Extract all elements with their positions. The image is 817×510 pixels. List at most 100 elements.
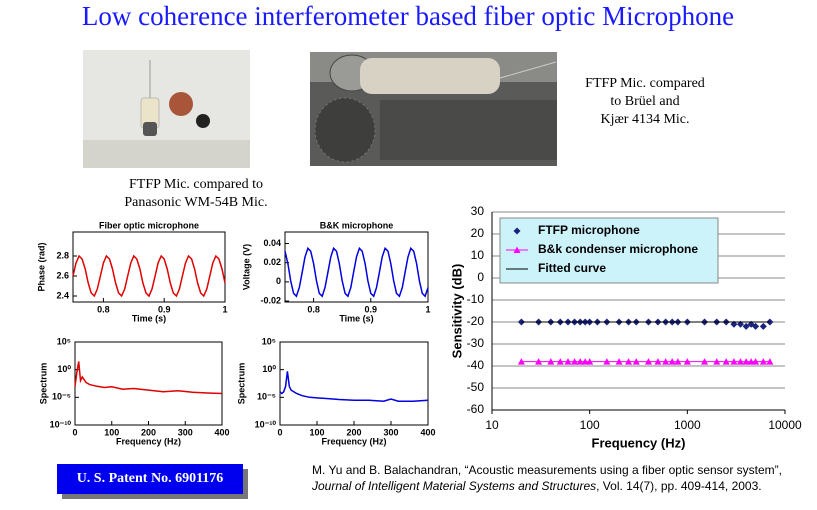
series-line xyxy=(284,246,429,298)
triangle-marker xyxy=(625,358,633,365)
triangle-marker xyxy=(564,358,572,365)
triangle-marker xyxy=(603,358,611,365)
citation-authors: M. Yu and B. Balachandran, “Acoustic mea… xyxy=(312,463,783,477)
legend-label: Fitted curve xyxy=(538,261,606,275)
legend-box xyxy=(499,217,719,284)
y-tick-label: 2.8 xyxy=(56,250,69,260)
caption-line: Panasonic WM-54B Mic. xyxy=(124,195,267,210)
x-tick-label: 100 xyxy=(104,427,119,437)
triangle-marker xyxy=(730,358,738,365)
series-line xyxy=(74,361,223,395)
citation-journal: Journal of Intelligent Material Systems … xyxy=(312,479,597,493)
triangle-marker xyxy=(683,358,691,365)
x-tick-label: 400 xyxy=(420,427,435,437)
x-axis-label: Frequency (Hz) xyxy=(116,436,181,446)
y-axis-label: Phase (rad) xyxy=(36,242,46,291)
x-tick-label: 0 xyxy=(277,427,282,437)
chart: 10⁻¹⁰ 10⁻⁵ 10⁰ 10⁵ 0 100 200 300 400 Frequency (H… xyxy=(236,336,435,446)
triangle-marker xyxy=(581,358,589,365)
triangle-marker xyxy=(654,358,662,365)
y-tick-label: 0 xyxy=(276,276,281,286)
x-tick-label: 100 xyxy=(580,418,600,432)
triangle-marker xyxy=(722,358,730,365)
y-tick-label: 30 xyxy=(471,204,485,218)
y-axis-label: Spectrum xyxy=(236,363,246,405)
y-axis-label: Voltage (V) xyxy=(241,244,251,290)
triangle-marker xyxy=(662,358,670,365)
x-tick-label: 10000 xyxy=(768,418,802,432)
y-tick-label: -30 xyxy=(467,336,485,350)
captions: FTFP Mic. compared to Panasonic WM-54B M… xyxy=(124,76,704,210)
diamond-marker xyxy=(513,227,521,235)
triangle-marker xyxy=(759,358,767,365)
caption-line: to Brüel and xyxy=(610,94,679,109)
triangle-marker xyxy=(586,358,594,365)
citation-details: , Vol. 14(7), pp. 409-414, 2003. xyxy=(596,479,762,493)
y-tick-label: 10⁻¹⁰ xyxy=(255,419,277,429)
x-tick-label: 0.8 xyxy=(97,304,110,314)
triangle-marker xyxy=(742,358,750,365)
legend-label: B&k condenser microphone xyxy=(538,242,698,256)
triangle-marker xyxy=(556,358,564,365)
diamond-marker xyxy=(759,322,767,330)
y-axis-label: Spectrum xyxy=(38,363,48,405)
y-tick-label: -10 xyxy=(467,292,485,306)
x-tick-label: 400 xyxy=(214,427,229,437)
triangle-marker xyxy=(701,358,709,365)
y-tick-label: -60 xyxy=(467,402,485,416)
triangle-marker xyxy=(632,358,640,365)
y-tick-label: 0 xyxy=(477,270,484,284)
triangle-marker xyxy=(644,358,652,365)
y-tick-label: 20 xyxy=(471,226,485,240)
x-tick-label: 0.8 xyxy=(307,304,320,314)
y-tick-label: 10 xyxy=(471,248,485,262)
triangle-marker xyxy=(615,358,623,365)
chart: B&K microphone -0.02 0 0.02 0.04 0.8 0.9 1 Time … xyxy=(241,220,430,323)
x-axis-label: Frequency (Hz) xyxy=(321,436,386,446)
triangle-marker xyxy=(517,358,525,365)
triangle-marker xyxy=(747,358,755,365)
photo-right xyxy=(310,52,557,166)
x-tick-label: 200 xyxy=(141,427,156,437)
y-tick-label: -50 xyxy=(467,380,485,394)
y-tick-label: 2.6 xyxy=(56,270,69,280)
x-tick-label: 1 xyxy=(222,304,227,314)
triangle-marker xyxy=(713,358,721,365)
x-axis-label: Time (s) xyxy=(132,313,166,323)
caption-line: FTFP Mic. compared xyxy=(585,76,705,91)
legend-label: FTFP microphone xyxy=(538,223,640,237)
y-tick-label: 10⁰ xyxy=(262,364,276,374)
y-axis-label: Sensitivity (dB) xyxy=(449,264,464,359)
chart: 10⁻¹⁰ 10⁻⁵ 10⁰ 10⁵ 0 100 200 300 400 Frequency (H… xyxy=(38,336,229,446)
series-line xyxy=(72,254,226,298)
diamond-marker xyxy=(742,322,750,330)
slide-title: Low coherence interferometer based fiber… xyxy=(82,1,734,31)
x-tick-label: 1 xyxy=(425,304,430,314)
patent-text: U. S. Patent No. 6901176 xyxy=(76,471,224,486)
y-tick-label: -40 xyxy=(467,358,485,372)
plot-frame xyxy=(72,231,226,303)
x-axis-label: Time (s) xyxy=(339,313,373,323)
plot-frame xyxy=(279,341,429,426)
triangle-marker xyxy=(576,358,584,365)
y-tick-label: 10⁰ xyxy=(57,364,71,374)
x-tick-label: 1000 xyxy=(674,418,701,432)
diamond-marker xyxy=(752,322,760,330)
series-line xyxy=(279,371,429,402)
triangle-marker xyxy=(535,358,543,365)
triangle-marker xyxy=(736,358,744,365)
y-tick-label: -20 xyxy=(467,314,485,328)
plot-frame xyxy=(74,341,223,426)
citation: M. Yu and B. Balachandran, “Acoustic mea… xyxy=(312,462,812,494)
y-tick-label: 0.02 xyxy=(263,257,281,267)
triangle-marker xyxy=(766,358,774,365)
y-tick-label: 10⁵ xyxy=(262,336,276,346)
y-tick-label: 0.04 xyxy=(263,238,281,248)
x-tick-label: 200 xyxy=(346,427,361,437)
x-tick-label: 10 xyxy=(485,418,499,432)
x-axis-label: Frequency (Hz) xyxy=(592,435,686,450)
x-tick-label: 300 xyxy=(178,427,193,437)
y-tick-label: -0.02 xyxy=(260,295,281,305)
